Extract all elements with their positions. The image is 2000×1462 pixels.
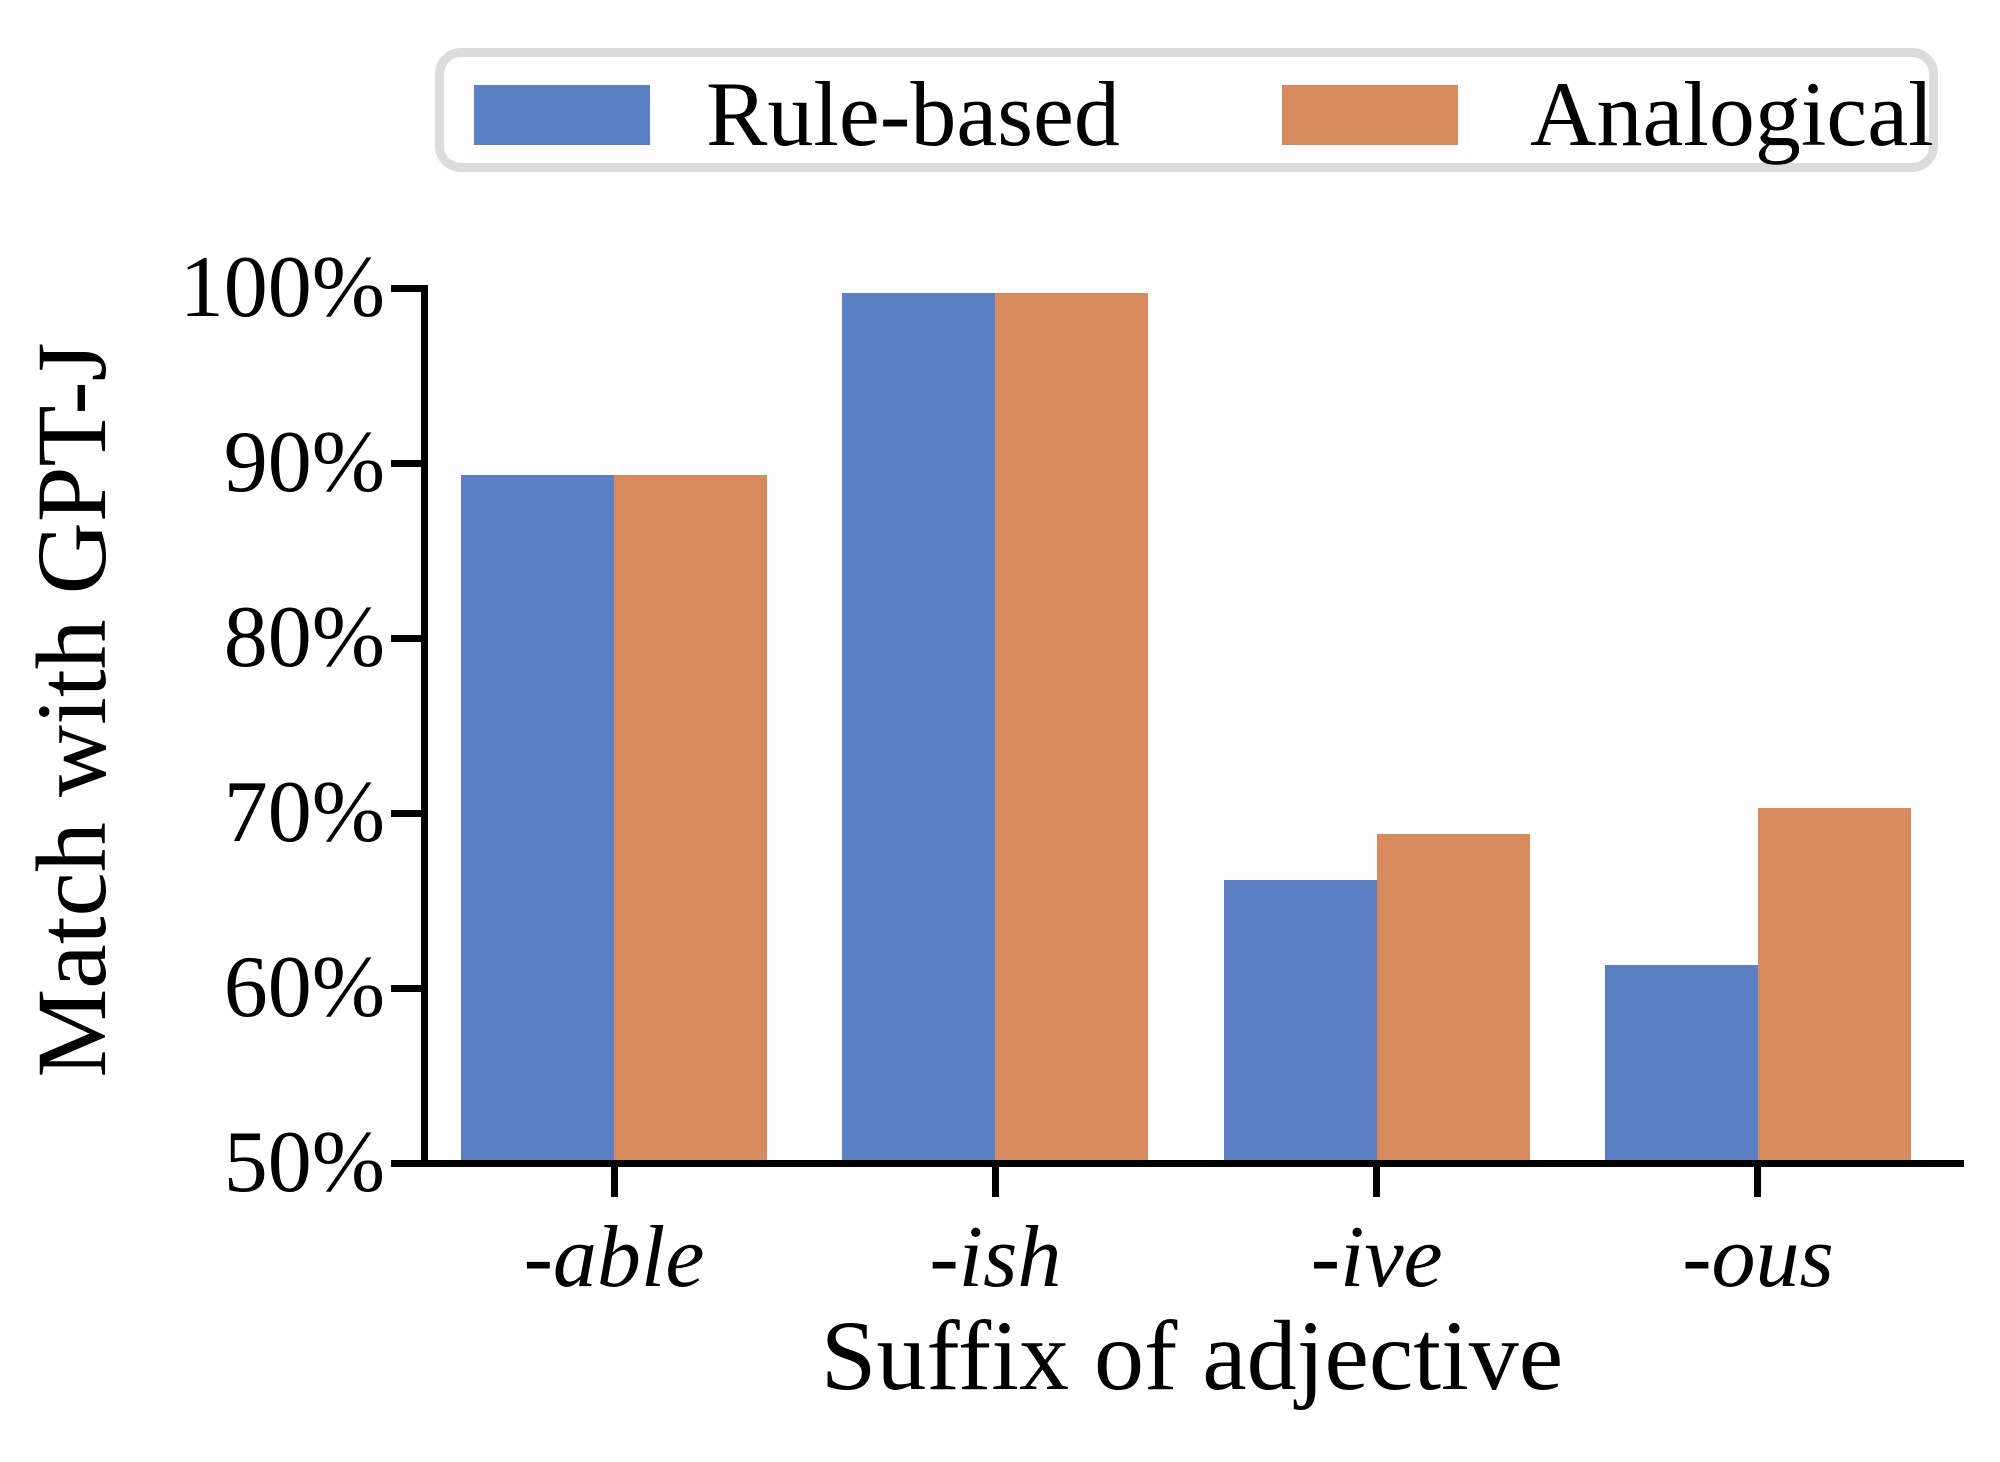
y-tick-90 — [391, 459, 421, 467]
x-tick-label-ish: -ish — [929, 1209, 1062, 1306]
y-tick-label-60: 60% — [223, 939, 385, 1036]
y-tick-60 — [391, 984, 421, 992]
bar-analogical-ous — [1757, 807, 1911, 1163]
bar-rule-based-ous — [1604, 965, 1758, 1163]
y-tick-label-50: 50% — [223, 1114, 385, 1211]
y-tick-100 — [391, 284, 421, 292]
legend-label-rule-based: Rule-based — [706, 63, 1120, 165]
x-tick-ish — [991, 1167, 999, 1197]
bar-rule-based-able — [461, 475, 614, 1163]
legend: Rule-based Analogical — [435, 48, 1938, 172]
y-tick-label-100: 100% — [179, 239, 385, 336]
y-tick-label-80: 80% — [223, 589, 385, 686]
y-tick-80 — [391, 634, 421, 642]
x-axis-title: Suffix of adjective — [820, 1300, 1564, 1411]
x-tick-label-able: -able — [523, 1209, 705, 1306]
y-tick-label-90: 90% — [223, 414, 385, 511]
x-tick-label-ous: -ous — [1682, 1209, 1834, 1306]
y-tick-70 — [391, 809, 421, 817]
x-tick-able — [610, 1167, 618, 1197]
legend-label-analogical: Analogical — [1530, 63, 1934, 165]
x-tick-ous — [1754, 1167, 1762, 1197]
y-tick-50 — [391, 1159, 421, 1167]
bar-rule-based-ish — [842, 293, 996, 1163]
bar-rule-based-ive — [1223, 879, 1377, 1163]
legend-swatch-analogical — [1282, 85, 1458, 145]
x-tick-label-ive: -ive — [1310, 1209, 1443, 1306]
bar-analogical-able — [614, 475, 767, 1163]
x-axis-line — [421, 1160, 1964, 1167]
bar-analogical-ish — [995, 293, 1149, 1163]
x-tick-ive — [1373, 1167, 1381, 1197]
bar-analogical-ive — [1376, 834, 1530, 1163]
y-tick-label-70: 70% — [223, 764, 385, 861]
legend-swatch-rule-based — [474, 85, 650, 145]
y-axis-line — [421, 285, 428, 1167]
